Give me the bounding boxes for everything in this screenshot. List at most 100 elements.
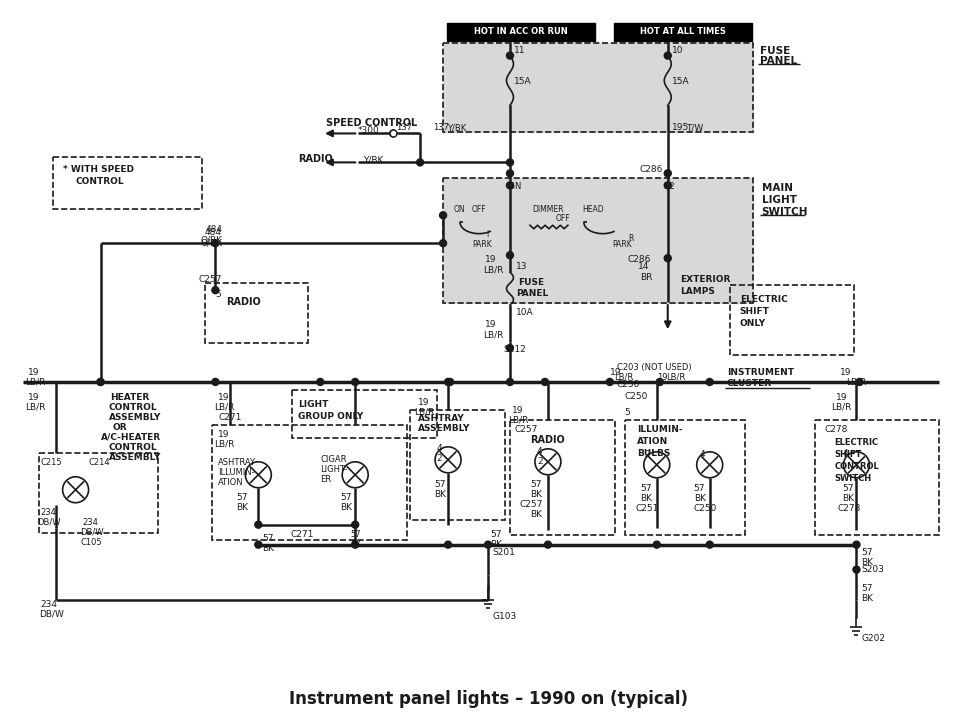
Text: C257: C257 bbox=[520, 500, 544, 509]
Text: 57: 57 bbox=[263, 534, 274, 543]
Text: 2: 2 bbox=[537, 457, 543, 466]
Text: G202: G202 bbox=[862, 634, 885, 644]
Text: LIGHT-: LIGHT- bbox=[320, 465, 347, 474]
Text: 57: 57 bbox=[862, 584, 873, 592]
Text: 19: 19 bbox=[219, 393, 230, 402]
Text: 137: 137 bbox=[396, 123, 412, 133]
Circle shape bbox=[665, 52, 671, 59]
Circle shape bbox=[444, 378, 452, 386]
Circle shape bbox=[212, 286, 219, 294]
Text: C250: C250 bbox=[625, 392, 648, 401]
Text: Instrument panel lights – 1990 on (typical): Instrument panel lights – 1990 on (typic… bbox=[289, 690, 687, 708]
Text: 19: 19 bbox=[610, 368, 622, 377]
Circle shape bbox=[317, 378, 324, 386]
Text: CIGAR: CIGAR bbox=[320, 455, 346, 464]
Text: 57: 57 bbox=[350, 530, 361, 539]
Text: LB/R: LB/R bbox=[483, 265, 504, 274]
Text: LB/R: LB/R bbox=[414, 408, 434, 417]
Text: BK: BK bbox=[350, 539, 361, 549]
Text: SWITCH: SWITCH bbox=[834, 473, 872, 483]
Text: LIGHT: LIGHT bbox=[761, 195, 796, 205]
Text: 4: 4 bbox=[842, 449, 848, 457]
Text: C215: C215 bbox=[41, 457, 62, 467]
Text: C203 (NOT USED): C203 (NOT USED) bbox=[617, 363, 691, 372]
Bar bbox=[39, 453, 158, 533]
Circle shape bbox=[653, 541, 660, 548]
Text: S201: S201 bbox=[492, 547, 515, 557]
Text: C257: C257 bbox=[515, 425, 539, 434]
Text: 57: 57 bbox=[842, 484, 854, 493]
Bar bbox=[447, 22, 594, 41]
Text: RADIO: RADIO bbox=[530, 435, 565, 445]
Text: 57: 57 bbox=[434, 480, 446, 489]
Text: Y/BK: Y/BK bbox=[447, 123, 467, 133]
Text: BK: BK bbox=[434, 490, 446, 499]
Text: RADIO: RADIO bbox=[226, 297, 262, 307]
Text: OFF: OFF bbox=[472, 205, 487, 215]
Text: RADIO: RADIO bbox=[299, 154, 333, 165]
Text: T/W: T/W bbox=[686, 123, 703, 133]
Text: ASSEMBLY: ASSEMBLY bbox=[108, 453, 161, 462]
Text: LB/R: LB/R bbox=[614, 373, 633, 382]
Text: C257: C257 bbox=[198, 276, 222, 284]
Circle shape bbox=[351, 521, 359, 529]
Circle shape bbox=[507, 159, 513, 166]
Circle shape bbox=[444, 541, 452, 548]
Circle shape bbox=[439, 212, 447, 219]
Circle shape bbox=[507, 344, 513, 352]
Circle shape bbox=[853, 541, 860, 548]
Text: OR: OR bbox=[112, 423, 127, 432]
Text: LAMPS: LAMPS bbox=[679, 287, 714, 296]
Bar bbox=[213, 425, 407, 539]
Text: C278: C278 bbox=[825, 425, 848, 434]
Text: 57: 57 bbox=[341, 493, 351, 502]
Text: C271: C271 bbox=[290, 530, 313, 539]
Text: 234: 234 bbox=[41, 507, 57, 517]
Circle shape bbox=[606, 378, 613, 386]
Text: ILLUMIN-: ILLUMIN- bbox=[219, 468, 255, 477]
Text: PARK: PARK bbox=[612, 240, 631, 249]
Text: C271: C271 bbox=[219, 413, 242, 422]
Circle shape bbox=[656, 378, 664, 386]
Text: SWITCH: SWITCH bbox=[761, 207, 808, 218]
Text: ELECTRIC: ELECTRIC bbox=[834, 438, 878, 447]
Text: 10: 10 bbox=[671, 46, 683, 54]
Bar bbox=[625, 420, 745, 534]
Text: l: l bbox=[486, 231, 488, 239]
Text: LB/R: LB/R bbox=[846, 378, 867, 387]
Text: C251: C251 bbox=[635, 504, 659, 513]
Text: 5: 5 bbox=[624, 408, 630, 417]
Text: 10A: 10A bbox=[516, 308, 534, 317]
Circle shape bbox=[351, 378, 359, 386]
Bar bbox=[443, 43, 752, 133]
Text: BK: BK bbox=[862, 558, 874, 567]
Text: SHIFT: SHIFT bbox=[740, 307, 769, 316]
Text: C214: C214 bbox=[89, 457, 110, 467]
Text: SHIFT: SHIFT bbox=[834, 450, 862, 459]
Text: BK: BK bbox=[640, 494, 652, 502]
Text: DB/W: DB/W bbox=[81, 528, 104, 536]
Text: ELECTRIC: ELECTRIC bbox=[740, 295, 788, 304]
Text: 195: 195 bbox=[671, 123, 689, 133]
Text: HEATER: HEATER bbox=[110, 393, 149, 402]
Circle shape bbox=[97, 378, 104, 386]
Text: FUSE: FUSE bbox=[518, 278, 544, 287]
Text: DIMMER: DIMMER bbox=[532, 205, 563, 215]
Text: 19: 19 bbox=[485, 255, 497, 264]
Circle shape bbox=[856, 378, 863, 386]
Circle shape bbox=[665, 170, 671, 177]
Bar bbox=[205, 283, 308, 343]
Text: O/BK: O/BK bbox=[200, 239, 223, 247]
Text: LB/R: LB/R bbox=[508, 416, 528, 425]
Text: 4: 4 bbox=[436, 444, 442, 453]
Text: 14: 14 bbox=[637, 262, 649, 271]
Text: 57: 57 bbox=[490, 530, 502, 539]
Text: CLUSTER: CLUSTER bbox=[727, 379, 772, 388]
Bar bbox=[510, 420, 615, 534]
Text: 19: 19 bbox=[485, 320, 497, 329]
Circle shape bbox=[542, 378, 549, 386]
Text: R: R bbox=[628, 234, 633, 244]
Text: 2: 2 bbox=[645, 450, 650, 459]
Text: O/BK: O/BK bbox=[200, 235, 223, 244]
Text: 4: 4 bbox=[537, 447, 543, 456]
